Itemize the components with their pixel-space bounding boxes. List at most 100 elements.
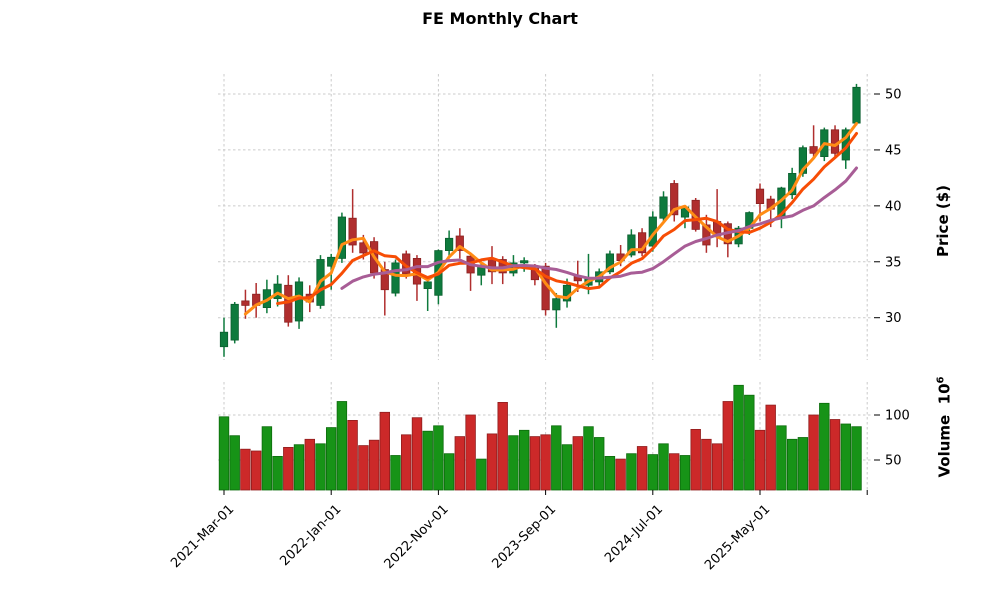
- volume-bar: [690, 428, 701, 491]
- candle-down: [755, 188, 765, 205]
- volume-bar: [529, 436, 541, 491]
- candle-down: [241, 300, 250, 306]
- candle-up: [391, 262, 400, 294]
- x-tick-label: 2025-May-01: [702, 502, 774, 574]
- volume-bar: [615, 458, 626, 491]
- moving-average-lines: [243, 122, 858, 316]
- volume-bar: [829, 419, 841, 491]
- volume-bar: [711, 443, 723, 491]
- ma-3-line: [243, 122, 858, 316]
- volume-bar: [358, 445, 369, 491]
- volume-bar: [561, 444, 573, 491]
- volume-bar: [497, 401, 508, 491]
- volume-bar: [701, 438, 712, 491]
- volume-axis-unit: 10: [935, 383, 954, 405]
- volume-axis-unit-exponent: 6: [935, 376, 947, 384]
- x-tick-label: 2022-Nov-01: [381, 502, 453, 573]
- x-tick-label: 2023-Sep-01: [489, 502, 560, 572]
- candle-up: [552, 298, 561, 311]
- candle-up: [798, 147, 808, 174]
- volume-bar: [400, 434, 412, 491]
- axes-ticks: 30 35 40 45 50 50 100: [223, 88, 910, 495]
- candle-up: [444, 237, 454, 252]
- price-panel-candles: [219, 83, 861, 357]
- volume-bar: [283, 446, 294, 491]
- volume-bar: [647, 454, 659, 491]
- volume-bar: [240, 448, 251, 491]
- volume-bar: [626, 453, 637, 491]
- x-tick-label: 2021-Mar-01: [168, 502, 238, 572]
- volume-bar: [304, 438, 316, 491]
- x-tick-label: 2024-Jul-01: [602, 502, 667, 566]
- candle-up: [273, 283, 282, 300]
- candle-up: [852, 86, 861, 124]
- x-tick-label: 2022-Jan-01: [277, 502, 345, 570]
- volume-bar: [508, 435, 519, 491]
- candle-up: [337, 216, 347, 259]
- volume-bar: [722, 401, 734, 491]
- volume-bar: [411, 417, 423, 491]
- candle-down: [359, 242, 368, 254]
- volume-bar: [787, 438, 798, 491]
- volume-bar: [433, 425, 444, 491]
- volume-bar: [390, 455, 401, 491]
- volume-bar: [636, 446, 648, 491]
- chart-title: FE Monthly Chart: [422, 9, 578, 28]
- volume-bar: [733, 384, 744, 491]
- volume-bar: [315, 443, 326, 491]
- volume-bar: [679, 455, 691, 491]
- volume-bar: [293, 444, 305, 491]
- candle-up: [230, 303, 239, 341]
- volume-bar: [347, 419, 358, 491]
- candle-down: [830, 129, 840, 154]
- candle-up: [605, 253, 615, 273]
- volume-bar: [572, 436, 584, 491]
- volume-bar: [551, 425, 562, 491]
- volume-bar: [594, 437, 605, 491]
- candle-down: [348, 217, 357, 246]
- volume-bar: [272, 455, 283, 491]
- price-tick-label: 45: [885, 143, 902, 158]
- volume-bar: [765, 404, 776, 491]
- price-tick-label: 40: [885, 199, 902, 214]
- volume-bar: [250, 450, 262, 491]
- volume-bar: [519, 429, 530, 491]
- candle-down: [702, 224, 711, 246]
- volume-bar: [368, 439, 380, 491]
- price-tick-label: 50: [885, 88, 902, 103]
- volume-bar: [261, 426, 273, 491]
- candle-up: [294, 281, 304, 322]
- volume-bar: [658, 443, 669, 491]
- volume-axis-label: Volume 106: [936, 355, 954, 500]
- ma-12-line: [340, 166, 858, 290]
- volume-bar: [229, 435, 240, 491]
- price-tick-label: 35: [885, 255, 902, 270]
- volume-bar: [325, 427, 337, 491]
- candle-down: [670, 183, 679, 216]
- volume-bar: [218, 416, 230, 491]
- volume-bar: [808, 414, 819, 491]
- volume-bar: [476, 458, 487, 491]
- volume-axis-label-text: Volume: [935, 414, 954, 478]
- ma-6-line: [276, 132, 858, 305]
- volume-panel: [218, 384, 862, 491]
- volume-bar: [797, 437, 809, 491]
- volume-bar: [669, 453, 680, 491]
- volume-bar: [754, 429, 766, 491]
- volume-bar: [336, 401, 348, 491]
- volume-bar: [486, 433, 498, 491]
- volume-bar: [744, 394, 755, 491]
- price-axis-label: Price ($): [934, 185, 952, 257]
- x-axis-labels: 2021-Mar-01 2022-Jan-01 2022-Nov-01 2023-Se…: [0, 502, 1000, 600]
- volume-bar: [422, 430, 433, 491]
- volume-tick-label: 100: [885, 409, 910, 424]
- price-tick-label: 30: [885, 311, 902, 326]
- volume-bar: [840, 423, 852, 491]
- volume-bar: [851, 426, 862, 491]
- volume-bar: [540, 434, 551, 491]
- candle-down: [809, 146, 818, 154]
- candle-up: [627, 234, 636, 256]
- volume-bar: [604, 455, 616, 491]
